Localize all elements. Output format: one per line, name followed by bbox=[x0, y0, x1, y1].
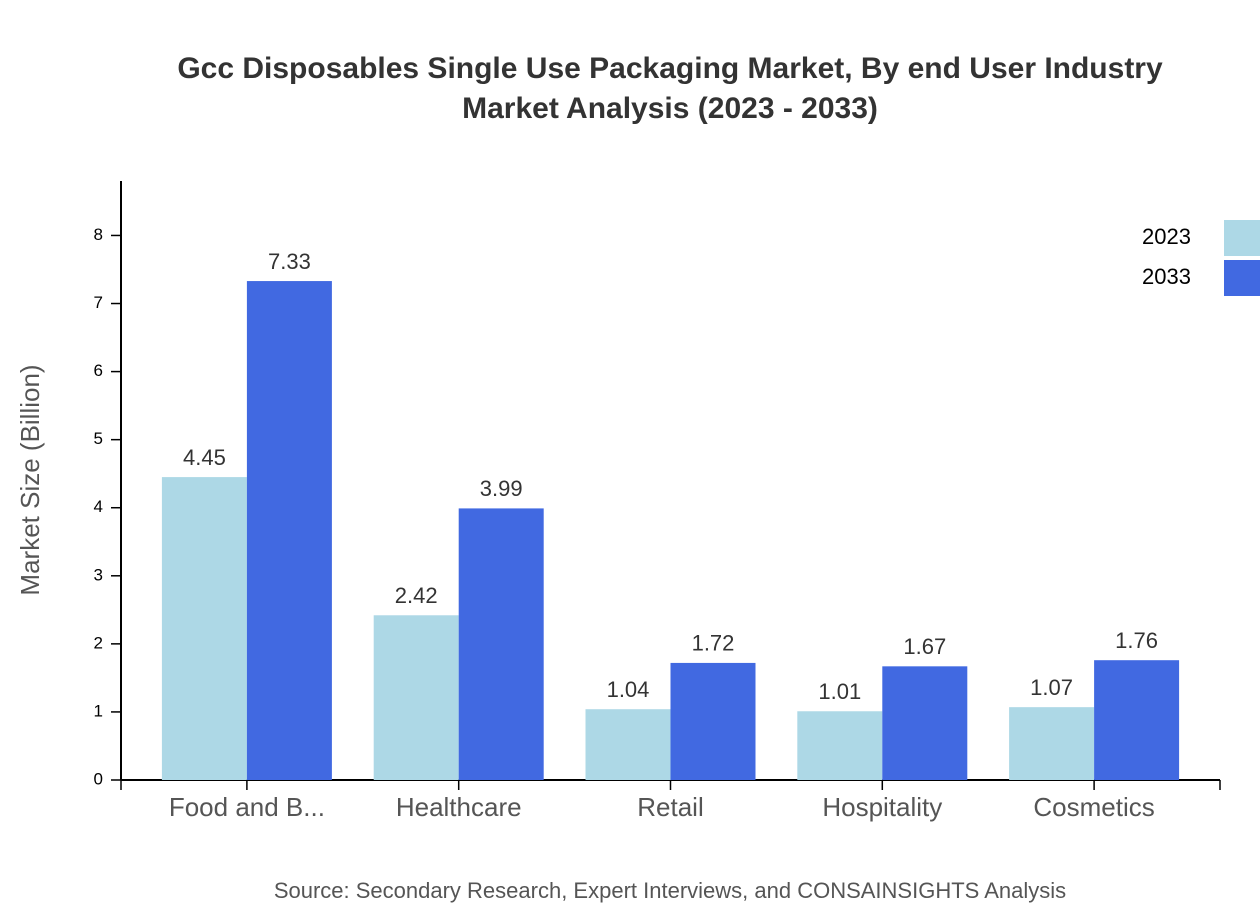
bar bbox=[1009, 707, 1095, 780]
legend-swatch bbox=[1224, 260, 1260, 296]
value-label: 2.42 bbox=[395, 583, 438, 608]
y-tick-label: 6 bbox=[94, 361, 103, 380]
legend-swatch bbox=[1224, 220, 1260, 256]
value-label: 1.07 bbox=[1030, 675, 1073, 700]
x-tick-label: Food and B... bbox=[169, 792, 325, 822]
value-label: 1.76 bbox=[1115, 628, 1158, 653]
value-label: 1.67 bbox=[903, 634, 946, 659]
bar bbox=[585, 709, 671, 780]
bar bbox=[373, 615, 459, 780]
legend-label: 2033 bbox=[1142, 264, 1191, 289]
value-label: 3.99 bbox=[480, 476, 523, 501]
bar bbox=[161, 477, 247, 780]
x-tick-label: Hospitality bbox=[822, 792, 942, 822]
value-label: 4.45 bbox=[183, 445, 226, 470]
bar bbox=[246, 281, 332, 780]
value-label: 1.04 bbox=[607, 677, 650, 702]
value-label: 1.01 bbox=[818, 679, 861, 704]
chart-title: Gcc Disposables Single Use Packaging Mar… bbox=[177, 52, 1163, 85]
y-tick-label: 5 bbox=[94, 429, 103, 448]
source-note: Source: Secondary Research, Expert Inter… bbox=[274, 878, 1066, 903]
x-tick-label: Healthcare bbox=[396, 792, 522, 822]
chart-title: Market Analysis (2023 - 2033) bbox=[462, 92, 878, 125]
y-tick-label: 4 bbox=[94, 497, 103, 516]
value-label: 7.33 bbox=[268, 249, 311, 274]
y-tick-label: 1 bbox=[94, 701, 103, 720]
value-label: 1.72 bbox=[692, 631, 735, 656]
bar bbox=[670, 662, 756, 780]
y-tick-label: 2 bbox=[94, 633, 103, 652]
bar bbox=[1094, 660, 1180, 780]
y-tick-label: 7 bbox=[94, 293, 103, 312]
bar bbox=[882, 666, 968, 780]
y-tick-label: 8 bbox=[94, 225, 103, 244]
bar bbox=[458, 508, 544, 780]
legend-label: 2023 bbox=[1142, 224, 1191, 249]
x-tick-label: Cosmetics bbox=[1033, 792, 1154, 822]
y-tick-label: 3 bbox=[94, 565, 103, 584]
bar bbox=[797, 711, 883, 780]
y-axis-label: Market Size (Billion) bbox=[15, 364, 45, 595]
y-tick-label: 0 bbox=[94, 769, 103, 788]
x-tick-label: Retail bbox=[637, 792, 703, 822]
